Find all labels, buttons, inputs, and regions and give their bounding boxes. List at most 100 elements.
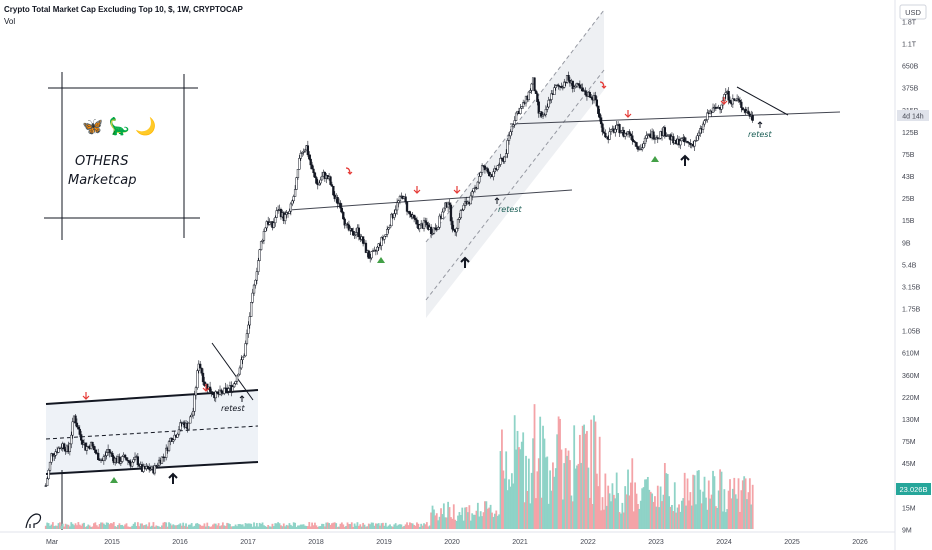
volume-bar: [595, 473, 598, 529]
candle-up: [609, 129, 613, 133]
candle-down: [75, 422, 79, 428]
candle-down: [488, 172, 491, 177]
volume-bar: [748, 478, 751, 529]
volume-bar: [676, 507, 679, 529]
volume-bar: [645, 479, 648, 529]
volume-bar: [243, 526, 246, 529]
candle-down: [91, 441, 94, 447]
volume-bar: [637, 504, 639, 529]
candle-up: [476, 181, 480, 189]
volume-bar: [648, 489, 651, 529]
volume-bar: [455, 520, 458, 529]
volume-bar: [206, 522, 209, 529]
volume-bar: [142, 525, 145, 529]
candle-down: [78, 428, 81, 435]
countdown-badge: [897, 110, 929, 121]
candle-up: [543, 114, 546, 116]
candle-down: [540, 111, 543, 117]
candle-up: [527, 91, 531, 100]
volume-bar: [479, 511, 482, 529]
volume-bar: [217, 523, 220, 529]
volume-bar: [615, 472, 618, 529]
candle-up: [70, 434, 73, 445]
chart-title: Crypto Total Market Cap Excluding Top 10…: [4, 5, 243, 14]
candle-up: [461, 209, 464, 211]
volume-bar: [379, 525, 382, 529]
volume-bar: [707, 480, 710, 529]
volume-bar: [646, 476, 649, 529]
volume-bar: [584, 433, 587, 529]
candle-up: [293, 189, 297, 197]
resistance-line-2018: [288, 189, 573, 211]
candle-up: [187, 422, 191, 430]
volume-bar: [339, 523, 342, 529]
volume-bar: [144, 525, 146, 529]
candle-down: [571, 80, 574, 89]
candle-up: [235, 375, 239, 382]
volume-bar: [561, 499, 564, 529]
volume-bar: [348, 524, 350, 529]
volume-bar: [489, 504, 492, 529]
volume-bar: [571, 501, 574, 529]
candle-down: [340, 207, 344, 213]
volume-bar: [165, 522, 168, 529]
candle-down: [632, 140, 635, 143]
time-axis[interactable]: Mar 2015 2016 2017 2018 2019 2020 2021 2022 2023 2…: [46, 539, 868, 546]
volume-bar: [464, 507, 467, 529]
volume-bar: [377, 523, 380, 529]
currency-button[interactable]: [899, 4, 927, 20]
candle-down: [313, 172, 317, 178]
volume-bar: [87, 524, 90, 529]
volume-bar: [527, 458, 530, 529]
candle-down: [200, 367, 203, 374]
volume-bar: [734, 494, 737, 529]
volume-bar: [77, 522, 80, 529]
volume-bar: [50, 524, 53, 529]
volume-bar: [417, 523, 420, 529]
candle-up: [513, 120, 516, 125]
candle-down: [687, 142, 691, 144]
candle-up: [71, 421, 74, 436]
volume-bar: [128, 526, 131, 529]
candle-up: [459, 210, 463, 219]
time-tick-label: 2015: [104, 539, 120, 546]
last-price-label: 23.026B: [900, 485, 928, 494]
candle-up: [387, 227, 390, 230]
volume-bar: [570, 495, 573, 529]
volume-bar: [315, 525, 318, 529]
volume-bar: [559, 418, 561, 529]
candle-up: [512, 124, 515, 127]
volume-bar: [591, 503, 594, 529]
candle-up: [50, 453, 53, 463]
candle-up: [252, 284, 256, 294]
volume-bar: [678, 504, 680, 529]
volume-bar: [496, 515, 499, 529]
volume-bar: [505, 451, 508, 529]
candle-up: [472, 188, 475, 192]
volume-bar: [214, 523, 217, 529]
volume-bar: [437, 520, 440, 529]
candle-up: [121, 456, 124, 462]
volume-bar: [612, 494, 615, 529]
volume-bar: [200, 525, 203, 529]
volume-bar: [629, 482, 632, 529]
candle-down: [578, 84, 582, 89]
volume-bar: [332, 522, 335, 529]
volume-bar: [654, 496, 656, 529]
volume-bar: [389, 524, 391, 529]
volume-bar: [230, 526, 233, 529]
volume-bar: [671, 504, 673, 529]
volume-bar: [175, 525, 178, 529]
price-axis[interactable]: 1.8T1.1T650B375B215B125B75B43B25B15B9B5.…: [902, 20, 921, 535]
volume-bar: [445, 517, 448, 529]
volume-bar: [618, 512, 621, 529]
candle-up: [437, 227, 440, 230]
volume-bar: [162, 522, 165, 529]
candle-up: [520, 106, 523, 109]
candle-up: [507, 135, 511, 141]
green-triangle-icon: [377, 257, 385, 263]
volume-bar: [374, 523, 377, 529]
volume-bar: [57, 523, 60, 529]
volume-bar: [51, 522, 54, 529]
